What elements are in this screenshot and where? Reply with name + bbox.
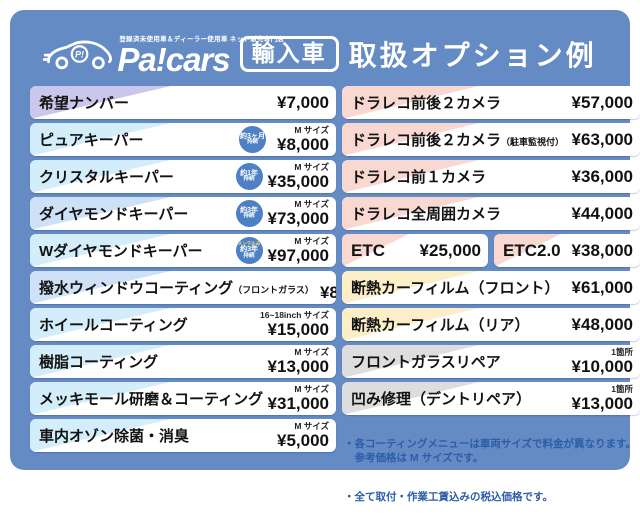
size-label: 1箇所 [611,383,633,394]
option-row-glass-repair: フロントガラスリペア 1箇所 ¥10,000 [342,345,640,378]
option-price: ¥63,000 [571,130,633,149]
right-option-column: ドラレコ前後２カメラ ¥57,000 ドラレコ前後２カメラ（駐車監視付） ¥63… [342,86,640,419]
option-label: 樹脂コーティング [39,354,159,371]
option-label: 車内オゾン除菌・消臭 [39,428,190,445]
option-price: ¥38,000 [571,241,633,260]
duration-badge: 約1年 持続 [235,163,263,190]
option-label: ETC [351,240,385,260]
option-row-pure-keeper: ピュアキーパー 約3ヶ月 持続 M サイズ ¥8,000 [30,123,336,156]
size-label: M サイズ [294,346,329,357]
option-label: ダイヤモンドキーパー [39,206,189,223]
duration-badge: 約3年 持続 [235,200,263,227]
option-price: ¥15,000 [267,320,329,340]
option-row-mekki-molding: メッキモール研磨＆コーティング M サイズ ¥31,000 [30,382,336,415]
note-size-pricing: ・各コーティングメニューは車両サイズで料金が異なります。 参考価格は M サイズ… [344,437,637,465]
option-price: ¥35,000 [267,172,329,192]
size-label: 1箇所 [611,346,633,357]
page-title: 取扱オプション例 [348,40,597,71]
option-label: クリスタルキーパー [39,169,174,186]
poster-panel: P! 登録済未使用車＆ディーラー使用車 ネット販売専門店 Pa!cars 輸入車… [10,10,640,503]
option-price: ¥57,000 [571,93,633,112]
category-badge: 輸入車 [239,36,339,72]
footer-notes: ・各コーティングメニューは車両サイズで料金が異なります。 参考価格は M サイズ… [344,422,640,528]
option-label: メッキモール研磨＆コーティング [39,391,264,408]
option-label: 断熱カーフィルム（リア） [351,317,530,334]
option-label: ドラレコ前後２カメラ（駐車監視付） [351,132,565,149]
option-price: ¥44,000 [571,204,633,223]
size-label: M サイズ [294,124,329,135]
option-row-ozone: 車内オゾン除菌・消臭 M サイズ ¥5,000 [30,419,336,452]
option-row-film-rear: 断熱カーフィルム（リア） ¥48,000 [342,308,640,341]
option-price: ¥7,000 [277,93,329,112]
option-label: 希望ナンバー [39,95,130,112]
option-price: ¥13,000 [571,394,633,414]
brand-tagline: 登録済未使用車＆ディーラー使用車 ネット販売専門店 [119,35,285,43]
option-row-etc: ETC ¥25,000 [342,234,488,267]
option-row-etc2: ETC2.0 ¥38,000 [494,234,640,267]
option-price: ¥8,000 [319,283,336,303]
option-row-dashcam-2cam: ドラレコ前後２カメラ ¥57,000 [342,86,640,119]
option-price: ¥48,000 [571,315,633,334]
option-label: ホイールコーティング [39,317,188,334]
size-label: 16~18inch サイズ [260,309,329,320]
option-price: ¥31,000 [267,394,329,414]
header: P! 登録済未使用車＆ディーラー使用車 ネット販売専門店 Pa!cars 輸入車… [10,26,630,82]
option-row-diamond-keeper: ダイヤモンドキーパー 約3年 持続 M サイズ ¥73,000 [30,197,336,230]
option-label: ドラレコ全周囲カメラ [351,206,502,223]
option-label: フロントガラスリペア [351,354,501,371]
option-price: ¥97,000 [267,246,329,266]
option-price: ¥36,000 [571,167,633,186]
option-row-dashcam-2cam-parking: ドラレコ前後２カメラ（駐車監視付） ¥63,000 [342,123,640,156]
brand-name: Pa!cars [117,40,230,78]
option-label: Wダイヤモンドキーパー [39,243,203,260]
option-price: ¥8,000 [277,135,329,155]
option-row-window-coating: 撥水ウィンドウコーティング（フロントガラス） M サイズ ¥8,000 [30,271,336,304]
option-row-kibou-number: 希望ナンバー ¥7,000 [30,86,336,119]
options-poster: { "header": { "tagline": "登録済未使用車＆ディーラー使… [10,10,640,503]
size-label: M サイズ [294,198,329,209]
option-price: ¥5,000 [277,431,329,451]
left-option-column: 希望ナンバー ¥7,000 ピュアキーパー 約3ヶ月 持続 M サイズ ¥8,0… [30,86,336,456]
option-row-dashcam-1cam: ドラレコ前１カメラ ¥36,000 [342,160,640,193]
duration-badge: 約3ヶ月 持続 [239,126,266,153]
option-row-dashcam-360: ドラレコ全周囲カメラ ¥44,000 [342,197,640,230]
svg-text:P!: P! [75,49,84,59]
brand-logo: P! 登録済未使用車＆ディーラー使用車 ネット販売専門店 Pa!cars [43,33,284,78]
option-label: 断熱カーフィルム（フロント） [351,280,560,297]
option-row-crystal-keeper: クリスタルキーパー 約1年 持続 M サイズ ¥35,000 [30,160,336,193]
option-label: 撥水ウィンドウコーティング（フロントガラス） [39,280,314,297]
size-label: M サイズ [294,383,329,394]
option-row-dent-repair: 凹み修理（デントリペア） 1箇所 ¥13,000 [342,382,640,415]
duration-badge: メンテ込み 約3年 持続 [235,237,263,264]
option-row-wheel-coating: ホイールコーティング 16~18inch サイズ ¥15,000 [30,308,336,341]
size-label: M サイズ [294,235,329,246]
option-label: ドラレコ前１カメラ [351,169,487,186]
option-row-w-diamond-keeper: Wダイヤモンドキーパー メンテ込み 約3年 持続 M サイズ ¥97,000 [30,234,336,267]
etc-row-group: ETC ¥25,000 ETC2.0 ¥38,000 [342,234,640,267]
car-logo-icon: P! [43,40,113,70]
option-row-film-front: 断熱カーフィルム（フロント） ¥61,000 [342,271,640,304]
note-tax-included: ・全て取付・作業工賃込みの税込価格です。 [344,490,553,503]
option-price: ¥13,000 [267,357,329,377]
option-label: ピュアキーパー [39,132,144,149]
option-price: ¥25,000 [419,241,481,260]
option-label: ETC2.0 [503,240,561,260]
option-label: 凹み修理（デントリペア） [351,391,532,408]
option-row-resin-coating: 樹脂コーティング M サイズ ¥13,000 [30,345,336,378]
size-label: M サイズ [294,420,329,431]
option-price: ¥61,000 [571,278,633,297]
option-price: ¥10,000 [571,357,633,377]
option-price: ¥73,000 [267,209,329,229]
size-label: M サイズ [294,161,329,172]
option-label: ドラレコ前後２カメラ [351,95,502,112]
